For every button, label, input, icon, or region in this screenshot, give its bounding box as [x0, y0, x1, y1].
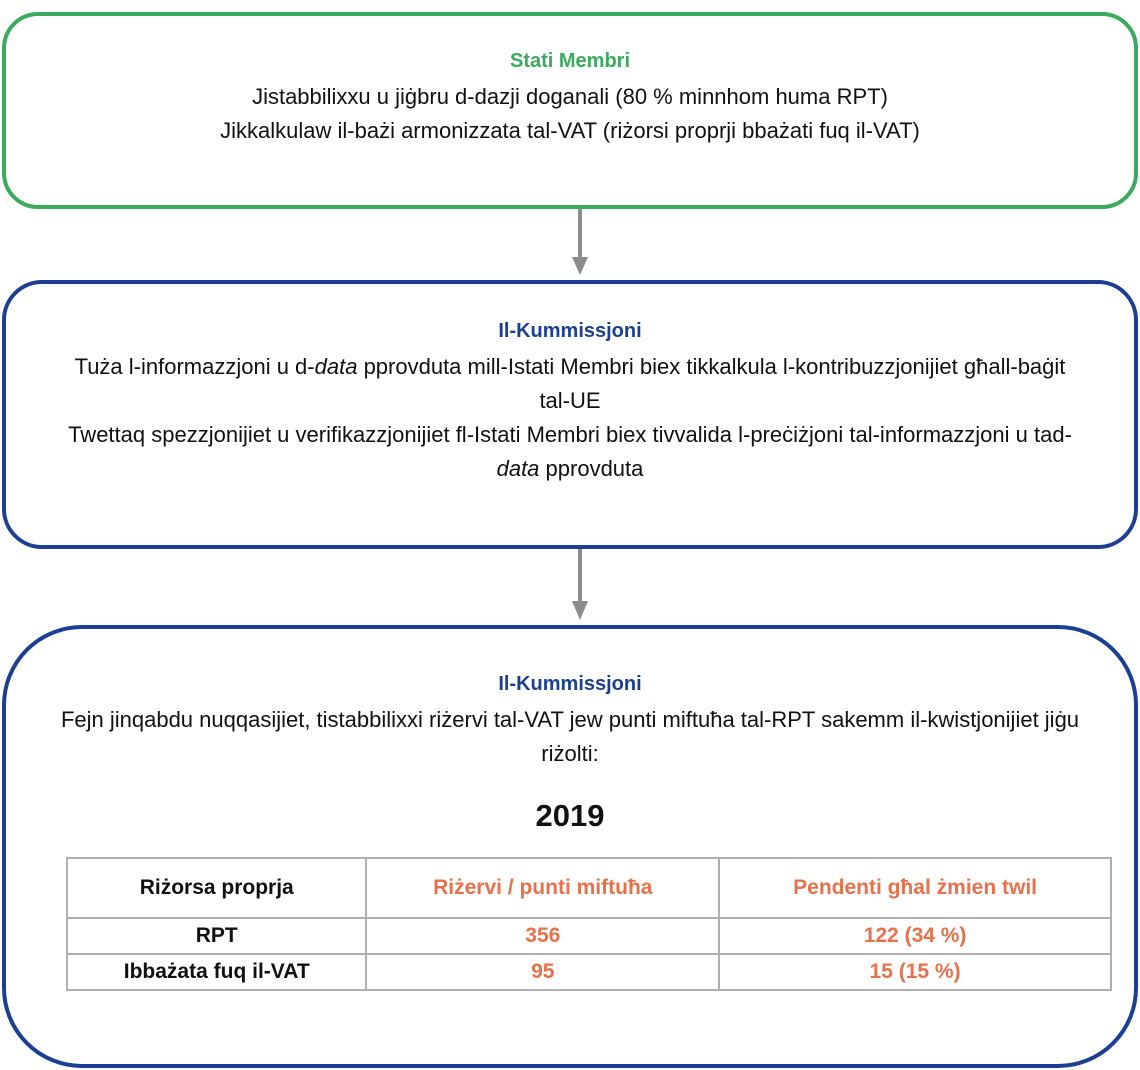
year: 2019: [535, 798, 605, 833]
cell: RPT: [65, 917, 368, 955]
node-title: Il-Kummissjoni: [498, 673, 642, 695]
text-run: Tuża l-informazzjoni u d-: [74, 354, 315, 379]
cell: 15 (15 %): [718, 953, 1112, 991]
header-cell: Pendenti għal żmien twil: [718, 857, 1112, 919]
text-run: Jikkalkulaw il-bażi armonizzata tal-VAT …: [220, 118, 920, 143]
italic-run: data: [314, 354, 358, 379]
node-text: Tuża l-informazzjoni u d-data pprovduta …: [61, 350, 1079, 418]
cell: 95: [365, 953, 721, 991]
text-run: pprovduta mill-Istati Membri biex tikkal…: [357, 354, 1066, 413]
node-text: Fejn jinqabdu nuqqasijiet, tistabbilixxi…: [56, 703, 1084, 771]
arrow: [572, 209, 588, 275]
cell: 356: [365, 917, 721, 955]
cell: 122 (34 %): [718, 917, 1112, 955]
node-title: Il-Kummissjoni: [498, 320, 642, 342]
node-box: Stati Membri Jistabbilixxu u jiġbru d-daz…: [2, 12, 1138, 209]
node-text: Twettaq spezzjonijiet u verifikazzjoniji…: [61, 418, 1079, 486]
text-run: pprovduta: [539, 456, 644, 481]
arrow: [572, 549, 588, 620]
cell: Ibbażata fuq il-VAT: [65, 953, 368, 991]
node-text: Jistabbilixxu u jiġbru d-dazji doganali …: [46, 80, 1094, 114]
text-run: Twettaq spezzjonijiet u verifikazzjoniji…: [68, 422, 1072, 447]
node-box: Il-Kummissjoni Fejn jinqabdu nuqqasijiet,…: [2, 625, 1138, 1068]
row: RPT 356 122 (34 %): [65, 917, 1112, 955]
row: Ibbażata fuq il-VAT 95 15 (15 %): [65, 953, 1112, 991]
header-cell: Riżorsa proprja: [65, 857, 368, 919]
text-run: Fejn jinqabdu nuqqasijiet, tistabbilixxi…: [60, 707, 1080, 766]
header-cell: Riżervi / punti miftuħa: [365, 857, 721, 919]
node-text: Jikkalkulaw il-bażi armonizzata tal-VAT …: [46, 114, 1094, 148]
table: Riżorsa proprja Riżervi / punti miftuħa Pe…: [65, 857, 1112, 991]
text-run: Jistabbilixxu u jiġbru d-dazji doganali …: [252, 84, 888, 109]
node-box: Il-Kummissjoni Tuża l-informazzjoni u d-d…: [2, 280, 1138, 549]
node-title: Stati Membri: [509, 50, 631, 72]
header-row: Riżorsa proprja Riżervi / punti miftuħa Pe…: [65, 857, 1112, 919]
italic-run: data: [496, 456, 540, 481]
